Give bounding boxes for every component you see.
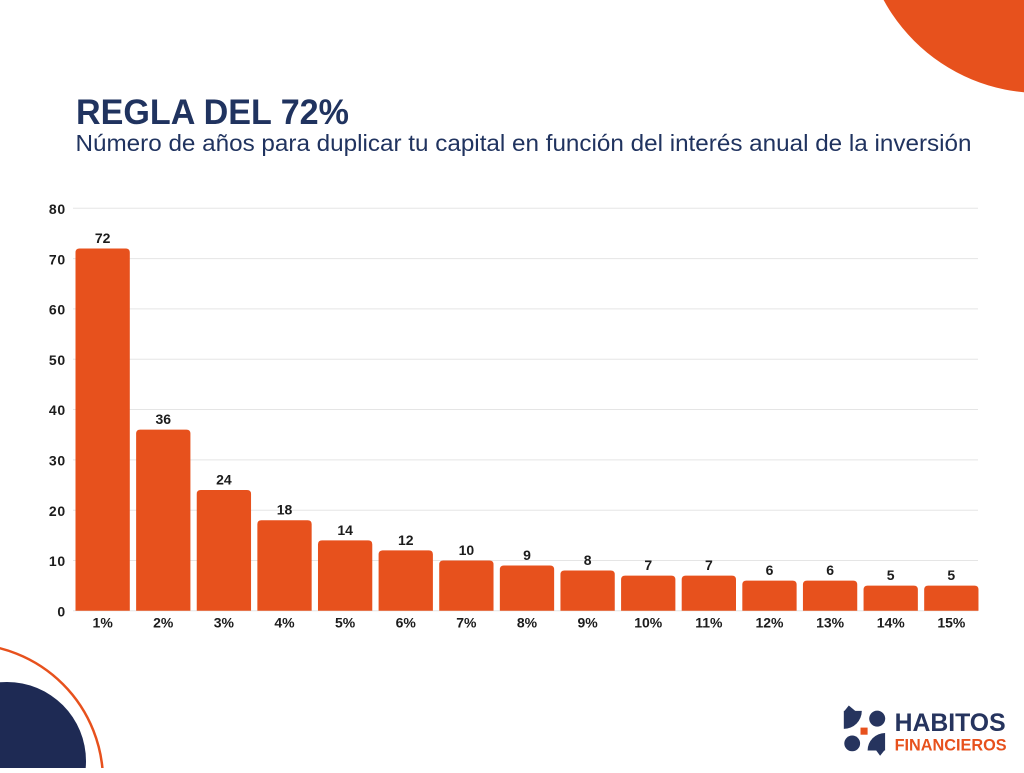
svg-text:10%: 10% — [634, 615, 663, 631]
svg-text:30: 30 — [49, 453, 66, 469]
svg-text:14: 14 — [337, 522, 353, 538]
svg-text:14%: 14% — [877, 615, 906, 631]
svg-text:Número de años para duplicar t: Número de años para duplicar tu capital … — [76, 130, 972, 156]
svg-text:4%: 4% — [274, 615, 295, 631]
svg-text:15%: 15% — [937, 615, 966, 631]
svg-text:18: 18 — [277, 502, 293, 518]
svg-text:70: 70 — [49, 251, 66, 267]
svg-text:6%: 6% — [396, 615, 417, 631]
svg-text:13%: 13% — [816, 615, 845, 631]
svg-text:7: 7 — [644, 557, 652, 573]
svg-text:0: 0 — [57, 604, 66, 620]
svg-text:6: 6 — [766, 562, 774, 578]
svg-text:HABITOS: HABITOS — [895, 709, 1006, 737]
svg-text:1%: 1% — [93, 615, 114, 631]
svg-text:FINANCIEROS: FINANCIEROS — [895, 735, 1007, 754]
svg-text:3%: 3% — [214, 615, 235, 631]
svg-text:5: 5 — [887, 567, 895, 583]
svg-text:9: 9 — [523, 547, 531, 563]
svg-text:9%: 9% — [577, 615, 598, 631]
svg-text:REGLA DEL 72%: REGLA DEL 72% — [76, 93, 349, 132]
svg-text:60: 60 — [49, 302, 66, 318]
svg-text:2%: 2% — [153, 615, 174, 631]
svg-text:6: 6 — [826, 562, 834, 578]
svg-text:8%: 8% — [517, 615, 538, 631]
svg-text:5%: 5% — [335, 615, 356, 631]
svg-text:20: 20 — [49, 503, 66, 519]
svg-text:10: 10 — [459, 542, 475, 558]
svg-text:36: 36 — [155, 411, 171, 427]
svg-text:7: 7 — [705, 557, 713, 573]
svg-text:11%: 11% — [695, 615, 723, 631]
svg-text:50: 50 — [49, 352, 66, 368]
svg-text:8: 8 — [584, 552, 592, 568]
svg-text:5: 5 — [947, 567, 955, 583]
svg-text:7%: 7% — [456, 615, 477, 631]
svg-text:72: 72 — [95, 230, 111, 246]
svg-text:12%: 12% — [755, 615, 784, 631]
svg-text:40: 40 — [49, 402, 66, 418]
svg-text:80: 80 — [49, 201, 66, 217]
svg-text:12: 12 — [398, 532, 414, 548]
svg-text:24: 24 — [216, 472, 232, 488]
svg-text:10: 10 — [49, 553, 66, 569]
